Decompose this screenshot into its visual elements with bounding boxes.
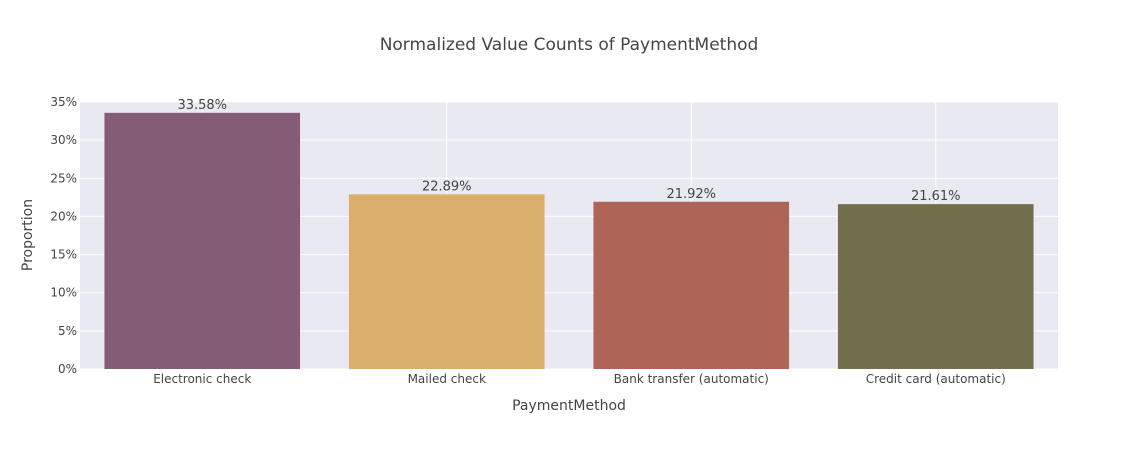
x-tick-label: Electronic check [153, 372, 251, 386]
x-axis-title: PaymentMethod [512, 398, 626, 414]
x-axis-ticks: Electronic check Mailed check Bank transfe… [153, 372, 1006, 386]
y-tick-label: 25% [50, 171, 77, 185]
bar[interactable] [348, 194, 545, 369]
y-tick-label: 5% [58, 324, 77, 338]
data-labels: 33.58% 22.89% 21.92% 21.61% [177, 98, 960, 204]
x-tick-label: Credit card (automatic) [866, 372, 1006, 386]
x-tick-label: Bank transfer (automatic) [614, 372, 769, 386]
y-axis-title: Proportion [20, 199, 36, 271]
bar[interactable] [837, 204, 1034, 369]
y-axis-ticks: 0% 5% 10% 15% 20% 25% 30% 35% [50, 95, 77, 376]
y-tick-label: 0% [58, 362, 77, 376]
chart-title: Normalized Value Counts of PaymentMethod [380, 35, 759, 55]
x-tick-label: Mailed check [408, 372, 486, 386]
bar-data-label: 21.92% [666, 187, 716, 202]
bar[interactable] [104, 112, 301, 369]
bar-data-label: 22.89% [422, 179, 472, 194]
y-tick-label: 15% [50, 248, 77, 262]
bars [104, 112, 1034, 369]
bar-data-label: 33.58% [177, 98, 227, 113]
y-tick-label: 35% [50, 95, 77, 109]
y-tick-label: 20% [50, 209, 77, 223]
bar[interactable] [593, 201, 790, 369]
y-tick-label: 10% [50, 286, 77, 300]
y-tick-label: 30% [50, 133, 77, 147]
bar-data-label: 21.61% [911, 189, 961, 204]
